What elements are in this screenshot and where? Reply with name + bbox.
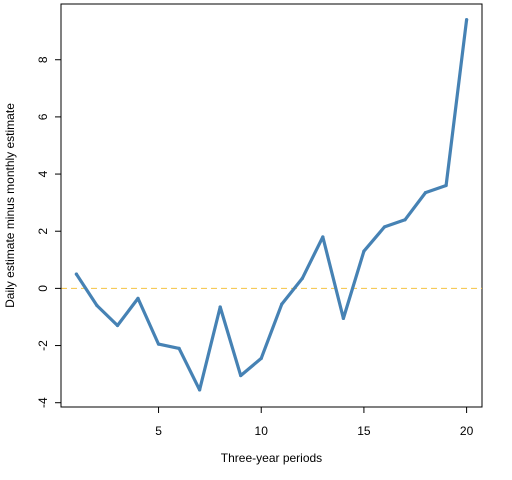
data-point [464, 18, 469, 22]
y-axis: -4 -2 0 2 4 6 8 [36, 56, 62, 408]
data-point [423, 191, 428, 195]
y-axis-label: Daily estimate minus monthly estimate [3, 103, 17, 308]
x-axis: 5 10 15 20 [155, 406, 474, 438]
data-point [403, 218, 407, 222]
data-point [218, 305, 222, 309]
y-tick-label: -2 [36, 340, 50, 351]
data-point [136, 296, 140, 300]
data-point [300, 276, 304, 280]
data-point [341, 316, 345, 320]
x-tick-label: 10 [255, 424, 269, 438]
data-point [362, 249, 366, 253]
data-point [239, 373, 243, 378]
y-tick-label: 8 [36, 56, 50, 63]
y-tick-label: -4 [36, 397, 50, 408]
data-point [177, 346, 181, 351]
x-tick-label: 5 [155, 424, 162, 438]
data-point [156, 342, 161, 346]
y-tick-label: 2 [36, 228, 50, 235]
x-axis-label: Three-year periods [221, 451, 322, 465]
data-point [280, 302, 284, 306]
y-tick-label: 4 [36, 170, 50, 177]
series-layer [74, 18, 469, 392]
x-tick-label: 20 [460, 424, 474, 438]
series-line [74, 18, 469, 392]
data-point [444, 183, 448, 188]
x-tick-label: 15 [357, 424, 371, 438]
data-point [115, 323, 120, 328]
data-point [259, 356, 263, 361]
y-tick-label: 6 [36, 113, 50, 120]
data-point [74, 272, 79, 276]
data-point [382, 225, 387, 229]
plot-frame [60, 3, 483, 408]
data-point [95, 303, 99, 308]
y-tick-label: 0 [36, 285, 50, 292]
data-point [198, 388, 202, 392]
data-point [321, 235, 325, 239]
